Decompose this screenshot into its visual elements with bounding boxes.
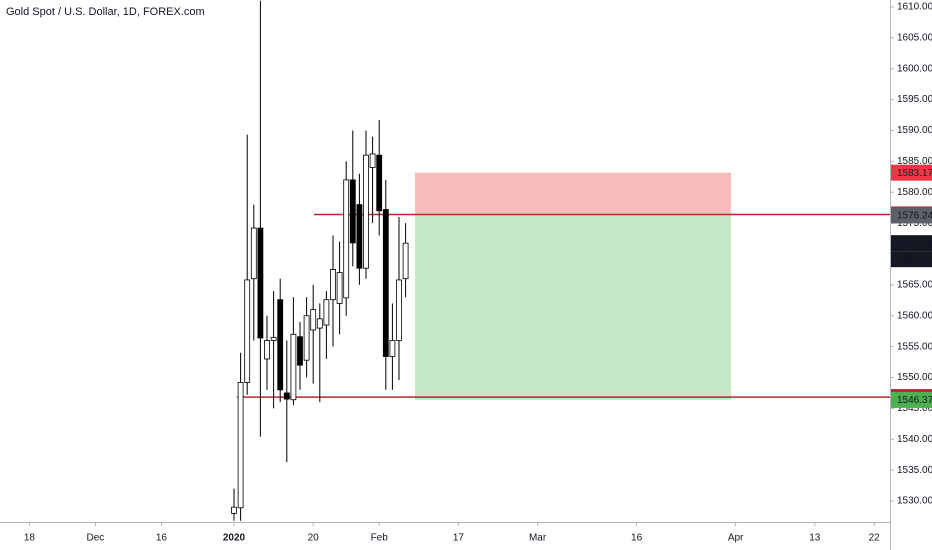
candle-body [356,204,363,269]
y-tick-label: 1565.00 [897,280,932,291]
candle-body [363,154,369,269]
x-tick-label: 13 [809,533,821,544]
candle-body [376,154,383,212]
candle-body [323,299,330,326]
candle-body [270,336,277,341]
y-tick-label: 1560.00 [897,310,932,321]
candle-body [343,179,350,299]
candle-body [283,392,290,400]
candle-body [297,336,303,366]
price-tag [891,391,932,408]
y-tick-label: 1550.00 [897,372,932,383]
x-tick-label: 18 [24,533,36,544]
x-tick-label: Feb [371,533,389,544]
candle-body [244,279,251,383]
price-tag-label: 1583.17 [897,168,932,179]
candle-body [264,340,270,360]
candle-body [277,299,284,391]
candle-body [336,272,343,304]
candle-body [316,318,323,329]
price-tag [891,207,932,224]
candle-body [349,179,356,244]
y-tick-label: 1530.00 [897,496,932,507]
chart-title: Gold Spot / U.S. Dollar, 1D, FOREX.com [6,6,205,18]
candle-body [382,209,389,357]
candle-body [257,227,264,339]
price-tag [891,235,932,252]
y-tick-label: 1610.00 [897,2,932,13]
price-tag-label: 1571.75 [897,238,932,249]
plot-area [231,0,890,521]
y-tick-label: 1585.00 [897,156,932,167]
candle-body [290,333,297,401]
candle-body [310,309,317,331]
candle-body [231,506,237,514]
y-tick-label: 1580.00 [897,187,932,198]
countdown-label: 34:22 [903,254,928,265]
y-tick-label: 1545.00 [897,403,932,414]
countdown-tag [891,251,932,268]
candle-body [389,340,396,357]
x-tick-label: 16 [156,533,168,544]
candle-body [237,382,244,509]
candle-body [330,269,336,301]
y-tick-label: 1535.00 [897,465,932,476]
y-tick-label: 1590.00 [897,125,932,136]
y-tick-label: 1605.00 [897,32,932,43]
x-tick-label: 16 [631,533,643,544]
price-tag [891,164,932,181]
candle-body [303,315,310,361]
x-tick-label: 2020 [223,533,246,544]
x-tick-label: Apr [728,533,744,544]
price-tag-label: 1576.24 [897,211,932,222]
price-tag-label: 1546.37 [897,395,932,406]
y-tick-label: 1595.00 [897,94,932,105]
x-tick-label: 17 [453,533,465,544]
x-tick-label: 20 [308,533,320,544]
candle-body [369,153,376,168]
target-zone [415,214,731,400]
candle-body [396,279,402,341]
candle-body [402,242,409,280]
x-tick-label: Mar [529,533,547,544]
x-tick-label: 22 [869,533,881,544]
y-tick-label: 1600.00 [897,63,932,74]
y-tick-label: 1540.00 [897,434,932,445]
candle-body [250,227,257,280]
x-tick-label: Dec [87,533,105,544]
y-tick-label: 1555.00 [897,341,932,352]
stop-zone [415,172,731,215]
